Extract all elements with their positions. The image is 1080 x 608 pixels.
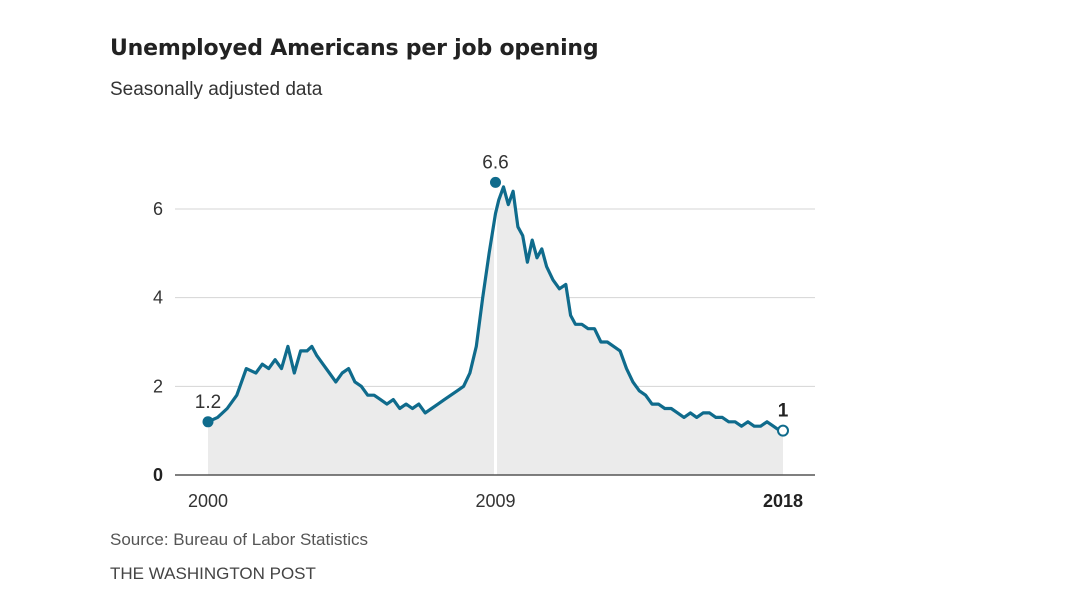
x-tick-label: 2009 bbox=[475, 491, 515, 511]
y-tick-label: 0 bbox=[153, 465, 163, 485]
data-label: 6.6 bbox=[482, 152, 508, 173]
chart-subtitle: Seasonally adjusted data bbox=[110, 79, 323, 100]
series-line bbox=[207, 185, 783, 433]
point-marker bbox=[490, 176, 501, 188]
y-tick-label: 2 bbox=[153, 376, 163, 396]
data-label: 1 bbox=[778, 401, 789, 422]
y-tick-label: 4 bbox=[153, 288, 163, 308]
endpoint-marker bbox=[777, 424, 789, 437]
publisher-credit: THE WASHINGTON POST bbox=[110, 564, 316, 583]
x-tick-label: 2000 bbox=[188, 491, 228, 511]
point-marker bbox=[202, 416, 214, 428]
chart-title: Unemployed Americans per job opening bbox=[110, 36, 599, 61]
source-note: Source: Bureau of Labor Statistics bbox=[110, 530, 368, 549]
y-tick-label: 6 bbox=[153, 199, 163, 219]
data-label: 1.2 bbox=[195, 392, 221, 413]
x-tick-label: 2018 bbox=[763, 491, 803, 511]
